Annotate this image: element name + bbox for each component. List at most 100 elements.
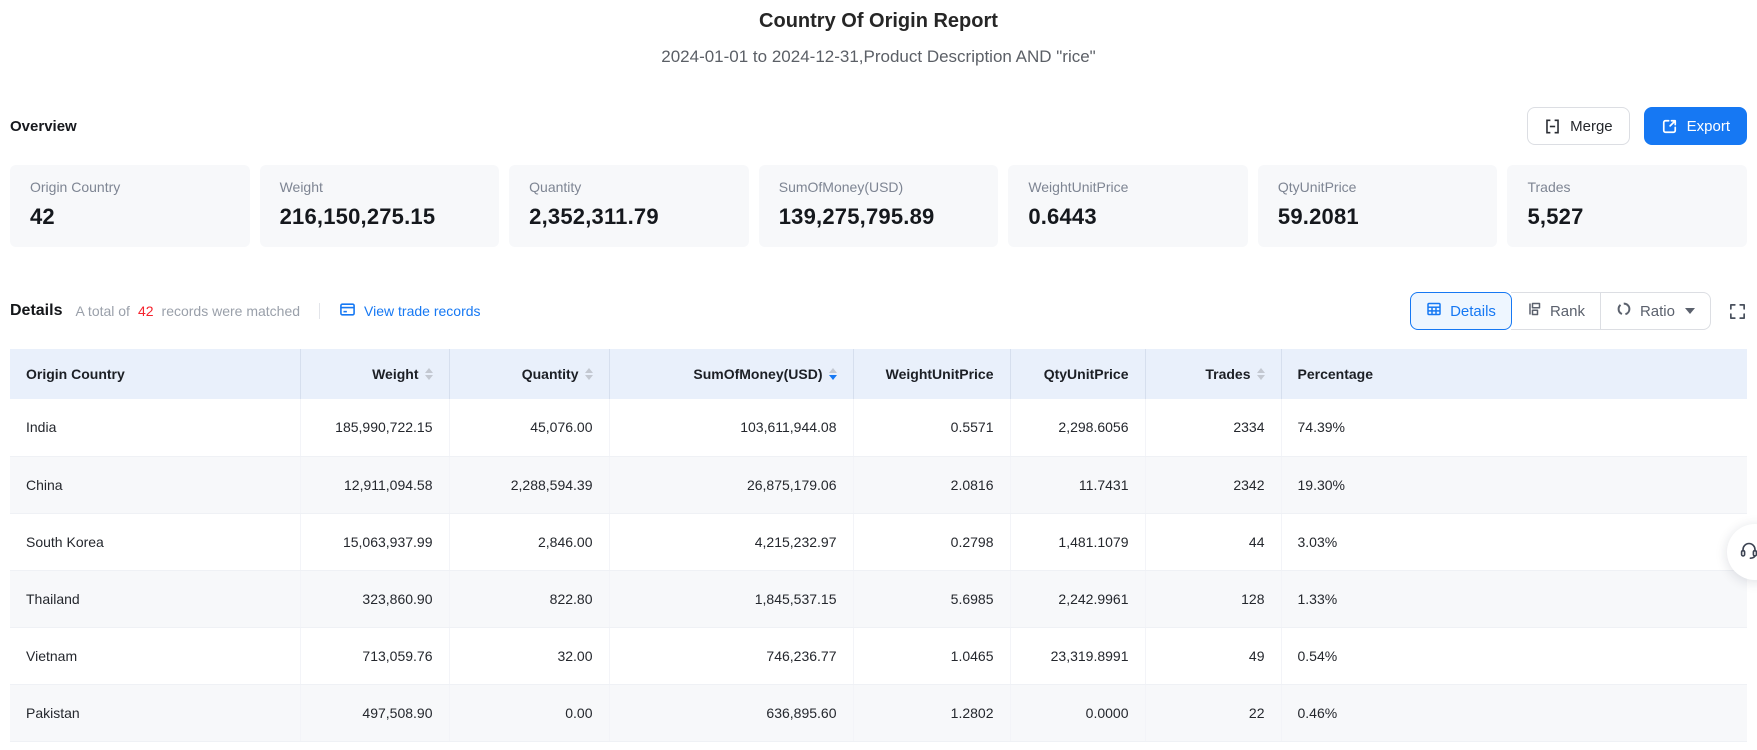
table-grid-icon	[1426, 301, 1442, 321]
matched-count: 42	[137, 303, 154, 319]
tab-ratio-label: Ratio	[1639, 302, 1675, 320]
stat-card-weight-unit-price: WeightUnitPrice 0.6443	[1008, 165, 1248, 247]
tab-details-label: Details	[1450, 302, 1496, 320]
merge-button[interactable]: Merge	[1527, 107, 1630, 145]
cell-trades: 22	[1145, 684, 1282, 742]
overview-cards: Origin Country 42 Weight 216,150,275.15 …	[10, 165, 1748, 247]
trade-records-icon	[339, 301, 356, 321]
cell-sum_of_money_usd: 4,215,232.97	[609, 513, 854, 571]
overview-toolbar: Overview Merge Export	[10, 107, 1747, 145]
cell-percentage: 3.03%	[1281, 513, 1747, 571]
tab-ratio[interactable]: Ratio	[1601, 293, 1710, 329]
column-header-percentage: Percentage	[1281, 349, 1747, 399]
cell-origin_country: India	[10, 399, 301, 457]
cell-weight: 497,508.90	[300, 684, 450, 742]
column-header-weight[interactable]: Weight	[300, 349, 450, 399]
view-controls: Details Rank	[1410, 292, 1747, 330]
export-button[interactable]: Export	[1643, 107, 1747, 145]
cell-trades: 128	[1145, 570, 1282, 628]
cell-sum_of_money_usd: 636,895.60	[609, 684, 854, 742]
column-label: QtyUnitPrice	[1043, 366, 1129, 382]
stat-value: 42	[30, 204, 55, 229]
column-label: Origin Country	[26, 366, 125, 382]
table-body: India 185,990,722.15 45,076.00 103,611,944.…	[10, 399, 1747, 742]
sort-icon[interactable]	[424, 368, 433, 380]
table-row: Vietnam 713,059.76 32.00 746,236.77 1.0465 23…	[10, 627, 1747, 685]
cell-origin_country: Vietnam	[10, 627, 301, 685]
column-header-sum_of_money_usd[interactable]: SumOfMoney(USD)	[609, 349, 854, 399]
table-row: India 185,990,722.15 45,076.00 103,611,944.…	[10, 399, 1747, 457]
cell-percentage: 0.54%	[1281, 627, 1747, 685]
stat-label: QtyUnitPrice	[1277, 179, 1357, 195]
cell-trades: 44	[1145, 513, 1282, 571]
table-header-row: Origin Country Weight Quantity SumOfMoney(U…	[10, 349, 1747, 399]
cell-sum_of_money_usd: 1,845,537.15	[609, 570, 854, 628]
cell-qty_unit_price: 11.7431	[1010, 456, 1146, 514]
cell-qty_unit_price: 0.0000	[1010, 684, 1146, 742]
stat-card-trades: Trades 5,527	[1507, 165, 1748, 247]
cell-qty_unit_price: 1,481.1079	[1010, 513, 1146, 571]
cell-weight_unit_price: 1.2802	[853, 684, 1011, 742]
cell-weight: 713,059.76	[300, 627, 450, 685]
stat-label: WeightUnitPrice	[1028, 179, 1129, 195]
table-row: China 12,911,094.58 2,288,594.39 26,875,179…	[10, 456, 1747, 514]
tab-rank[interactable]: Rank	[1511, 293, 1600, 329]
cell-quantity: 32.00	[449, 627, 610, 685]
cell-weight: 15,063,937.99	[300, 513, 450, 571]
view-trade-records-link[interactable]: View trade records	[339, 301, 481, 321]
stat-label: Origin Country	[30, 179, 121, 195]
report-subtitle: 2024-01-01 to 2024-12-31,Product Descrip…	[661, 47, 1096, 66]
export-icon	[1661, 118, 1678, 135]
cell-qty_unit_price: 23,319.8991	[1010, 627, 1146, 685]
cell-qty_unit_price: 2,298.6056	[1010, 399, 1146, 457]
stat-card-origin-country: Origin Country 42	[10, 165, 250, 247]
matched-suffix: records were matched	[161, 303, 301, 319]
details-toolbar: Details A total of 42 records were match…	[10, 291, 1747, 331]
rank-icon	[1526, 301, 1542, 321]
merge-button-label: Merge	[1570, 117, 1613, 135]
sort-icon[interactable]	[1256, 368, 1265, 380]
chevron-down-icon	[1685, 308, 1695, 314]
segmented-group: Rank Ratio	[1510, 292, 1711, 330]
cell-weight_unit_price: 1.0465	[853, 627, 1011, 685]
stat-label: Weight	[279, 179, 323, 195]
page-title: Country Of Origin Report	[759, 10, 998, 32]
column-header-weight_unit_price: WeightUnitPrice	[853, 349, 1011, 399]
stat-value: 216,150,275.15	[279, 204, 436, 229]
stat-value: 5,527	[1527, 204, 1584, 229]
stat-card-qty-unit-price: QtyUnitPrice 59.2081	[1257, 165, 1498, 247]
stat-value: 2,352,311.79	[529, 204, 659, 229]
stat-card-sum-of-money: SumOfMoney(USD) 139,275,795.89	[758, 165, 999, 247]
sort-icon[interactable]	[584, 368, 593, 380]
cell-weight: 12,911,094.58	[300, 456, 450, 514]
cell-origin_country: South Korea	[10, 513, 301, 571]
overview-heading: Overview	[10, 117, 77, 135]
cell-trades: 2342	[1145, 456, 1282, 514]
stat-card-quantity: Quantity 2,352,311.79	[509, 165, 749, 247]
cell-weight_unit_price: 2.0816	[853, 456, 1011, 514]
column-header-quantity[interactable]: Quantity	[449, 349, 610, 399]
segment-separator	[1599, 293, 1601, 329]
cell-quantity: 822.80	[449, 570, 610, 628]
cell-quantity: 45,076.00	[449, 399, 610, 457]
column-label: Weight	[372, 366, 419, 382]
details-table: Origin Country Weight Quantity SumOfMoney(U…	[10, 349, 1747, 742]
toolbar-actions: Merge Export	[1527, 107, 1747, 145]
cell-percentage: 19.30%	[1281, 456, 1747, 514]
column-label: SumOfMoney(USD)	[693, 366, 823, 382]
column-header-trades[interactable]: Trades	[1145, 349, 1282, 399]
view-mode-switcher: Details Rank	[1410, 292, 1711, 330]
fullscreen-button[interactable]	[1728, 302, 1747, 321]
stat-label: Quantity	[529, 179, 582, 195]
tab-details[interactable]: Details	[1410, 292, 1512, 330]
column-label: Trades	[1205, 366, 1251, 382]
table-row: Thailand 323,860.90 822.80 1,845,537.15 5.69…	[10, 570, 1747, 628]
cell-weight_unit_price: 0.2798	[853, 513, 1011, 571]
sort-icon[interactable]	[828, 368, 837, 380]
stat-value: 59.2081	[1277, 204, 1359, 229]
cell-origin_country: China	[10, 456, 301, 514]
cell-sum_of_money_usd: 103,611,944.08	[609, 399, 854, 457]
cell-weight: 185,990,722.15	[300, 399, 450, 457]
vertical-divider	[319, 303, 321, 319]
stat-label: Trades	[1527, 179, 1571, 195]
